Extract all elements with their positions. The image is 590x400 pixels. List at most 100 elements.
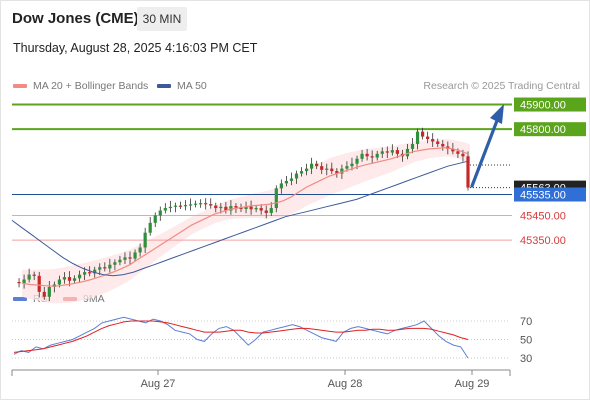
candle-body — [224, 206, 228, 211]
candle-body — [415, 131, 420, 144]
candle-body — [27, 274, 31, 280]
candle-body — [214, 205, 218, 209]
level-label-0: 45900.00 — [520, 100, 566, 112]
candle-body — [259, 208, 263, 211]
candle-body — [143, 232, 147, 248]
candle-body — [320, 166, 324, 170]
rsi-ma-line — [13, 320, 469, 353]
candle-body — [360, 153, 364, 159]
candle-body — [385, 151, 389, 153]
candle-body — [17, 282, 21, 284]
candle-body — [67, 277, 72, 281]
level-tag-3 — [514, 187, 586, 202]
ma50-line — [11, 160, 469, 277]
price-levels — [12, 103, 512, 241]
legend-ma20-label: MA 20 + Bollinger Bands — [33, 80, 149, 92]
candle-body — [42, 291, 46, 297]
candle-body — [355, 158, 359, 164]
bollinger-band-area — [22, 139, 470, 304]
legend-ma20: MA 20 + Bollinger Bands — [13, 80, 148, 92]
x-label-2: Aug 29 — [455, 378, 490, 390]
arrow-head-icon — [490, 104, 504, 124]
credit-text: Research © 2025 Trading Central — [423, 80, 580, 92]
candle-body — [123, 257, 127, 260]
candle-body — [335, 171, 339, 174]
candle-body — [188, 204, 193, 206]
candle-body — [249, 206, 253, 210]
candle-body — [88, 272, 92, 274]
ma20-line — [21, 147, 469, 287]
candle-body — [345, 166, 349, 169]
candle-body — [304, 168, 309, 172]
candle-body — [128, 257, 132, 259]
forecast-arrow — [470, 104, 504, 188]
ma50-swatch — [157, 84, 171, 88]
candle-body — [284, 180, 288, 184]
rsi-line — [13, 316, 469, 359]
candle-body — [315, 163, 319, 167]
candle-body — [244, 206, 248, 210]
level-tag-1 — [514, 122, 586, 137]
candle-body — [234, 206, 238, 208]
rsi-panel: 70 50 30 — [12, 316, 532, 365]
candle-body — [158, 210, 162, 216]
candle-body — [405, 148, 410, 157]
candle-body — [113, 262, 117, 265]
candle-body — [395, 150, 399, 154]
candle-body — [239, 207, 243, 210]
candle-body — [168, 206, 172, 209]
candle-body — [274, 188, 278, 209]
candle-body — [163, 208, 167, 211]
candle-body — [47, 286, 51, 297]
candle-body — [365, 153, 369, 157]
rsi-swatch — [13, 297, 27, 301]
candle-body — [22, 279, 26, 284]
rsi-tick-30: 30 — [520, 353, 532, 365]
candle-body — [173, 205, 178, 207]
candle-body — [37, 275, 41, 292]
candle-body — [148, 222, 152, 233]
candle-body — [441, 143, 445, 147]
candle-body — [466, 156, 470, 188]
candle-body — [431, 139, 435, 142]
candle-body — [183, 205, 188, 207]
candle-body — [219, 206, 223, 209]
candle-body — [421, 131, 425, 137]
candle-body — [410, 143, 415, 149]
level-label-3: 45535.00 — [520, 190, 566, 202]
timestamp: Thursday, August 28, 2025 4:16:03 PM CET — [13, 41, 258, 55]
candle-body — [370, 156, 374, 158]
candle-body — [375, 153, 379, 158]
level-labels: 45900.0045800.0045563.0045535.0045450.00… — [514, 97, 586, 247]
candle-body — [390, 150, 394, 153]
candle-body — [340, 168, 344, 174]
rsi-tick-70: 70 — [520, 316, 532, 328]
x-label-0: Aug 27 — [141, 378, 176, 390]
candle-body — [269, 208, 273, 213]
candle-body — [325, 168, 329, 170]
candle-body — [57, 279, 61, 285]
candle-body — [77, 274, 82, 279]
level-tag-0 — [514, 97, 586, 112]
candle-body — [118, 259, 122, 263]
candle-body — [299, 171, 304, 174]
candle-body — [426, 136, 430, 140]
candle-body — [153, 215, 157, 223]
x-label-1: Aug 28 — [328, 378, 363, 390]
candle-body — [461, 153, 465, 157]
candle-body — [350, 163, 354, 167]
candle-body — [330, 168, 334, 172]
candle-body — [98, 267, 102, 270]
candle-body — [72, 278, 77, 281]
moving-averages — [11, 147, 469, 287]
legend-ma50: MA 50 — [157, 80, 207, 92]
candle-body — [279, 183, 283, 189]
legend-ma50-label: MA 50 — [177, 80, 207, 92]
candle-body — [294, 173, 299, 179]
candle-body — [178, 205, 183, 207]
level-label-1: 45800.00 — [520, 124, 566, 136]
timeframe-button[interactable]: 30 MIN — [137, 7, 187, 31]
candle-body — [209, 204, 213, 206]
candle-body — [264, 210, 268, 213]
